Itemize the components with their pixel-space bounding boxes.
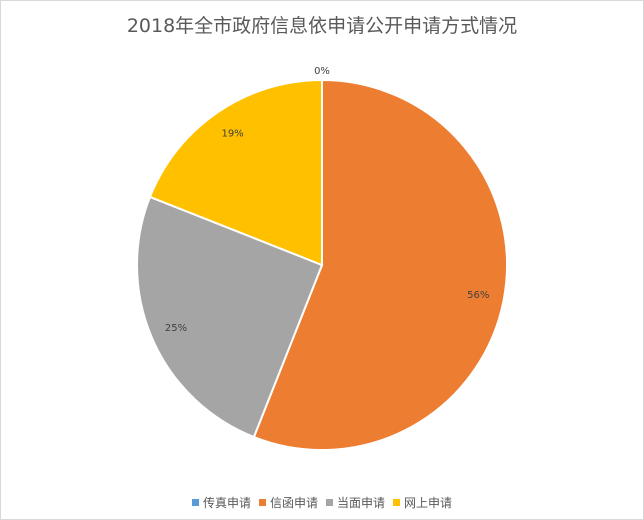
legend-item-4: 网上申请 <box>393 494 452 511</box>
pie-slice-2 <box>252 78 508 451</box>
data-label-1: 0% <box>314 66 330 77</box>
pie-slice-3 <box>136 195 324 439</box>
legend-label-3: 当面申请 <box>337 496 386 510</box>
legend-item-3: 当面申请 <box>326 494 385 511</box>
legend-swatch-2 <box>258 499 266 506</box>
legend-swatch-1 <box>191 499 199 506</box>
legend-item-1: 传真申请 <box>191 494 251 511</box>
data-label-3: 25% <box>165 323 187 334</box>
data-label-4: 19% <box>221 128 243 139</box>
legend-label-4: 网上申请 <box>404 496 453 510</box>
pie-chart: 0% 56% 25% 19% <box>136 66 508 451</box>
chart-title: 2018年全市政府信息依申请公开申请方式情况 <box>126 15 518 37</box>
legend-label-2: 信函申请 <box>269 496 318 510</box>
data-label-2: 56% <box>467 290 489 301</box>
chart-legend: 传真申请 信函申请 当面申请 网上申请 <box>1 494 643 511</box>
legend-label-1: 传真申请 <box>202 496 251 510</box>
pie-slice-4 <box>148 78 323 267</box>
legend-swatch-4 <box>393 499 401 506</box>
legend-item-2: 信函申请 <box>258 494 318 511</box>
legend-swatch-3 <box>326 499 333 506</box>
